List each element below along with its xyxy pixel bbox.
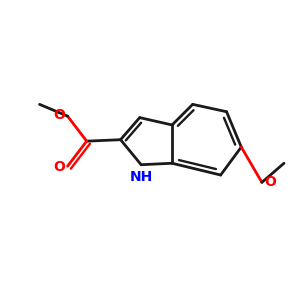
Text: O: O (264, 176, 276, 189)
Text: O: O (53, 160, 65, 174)
Text: O: O (53, 108, 65, 122)
Text: NH: NH (130, 170, 153, 184)
